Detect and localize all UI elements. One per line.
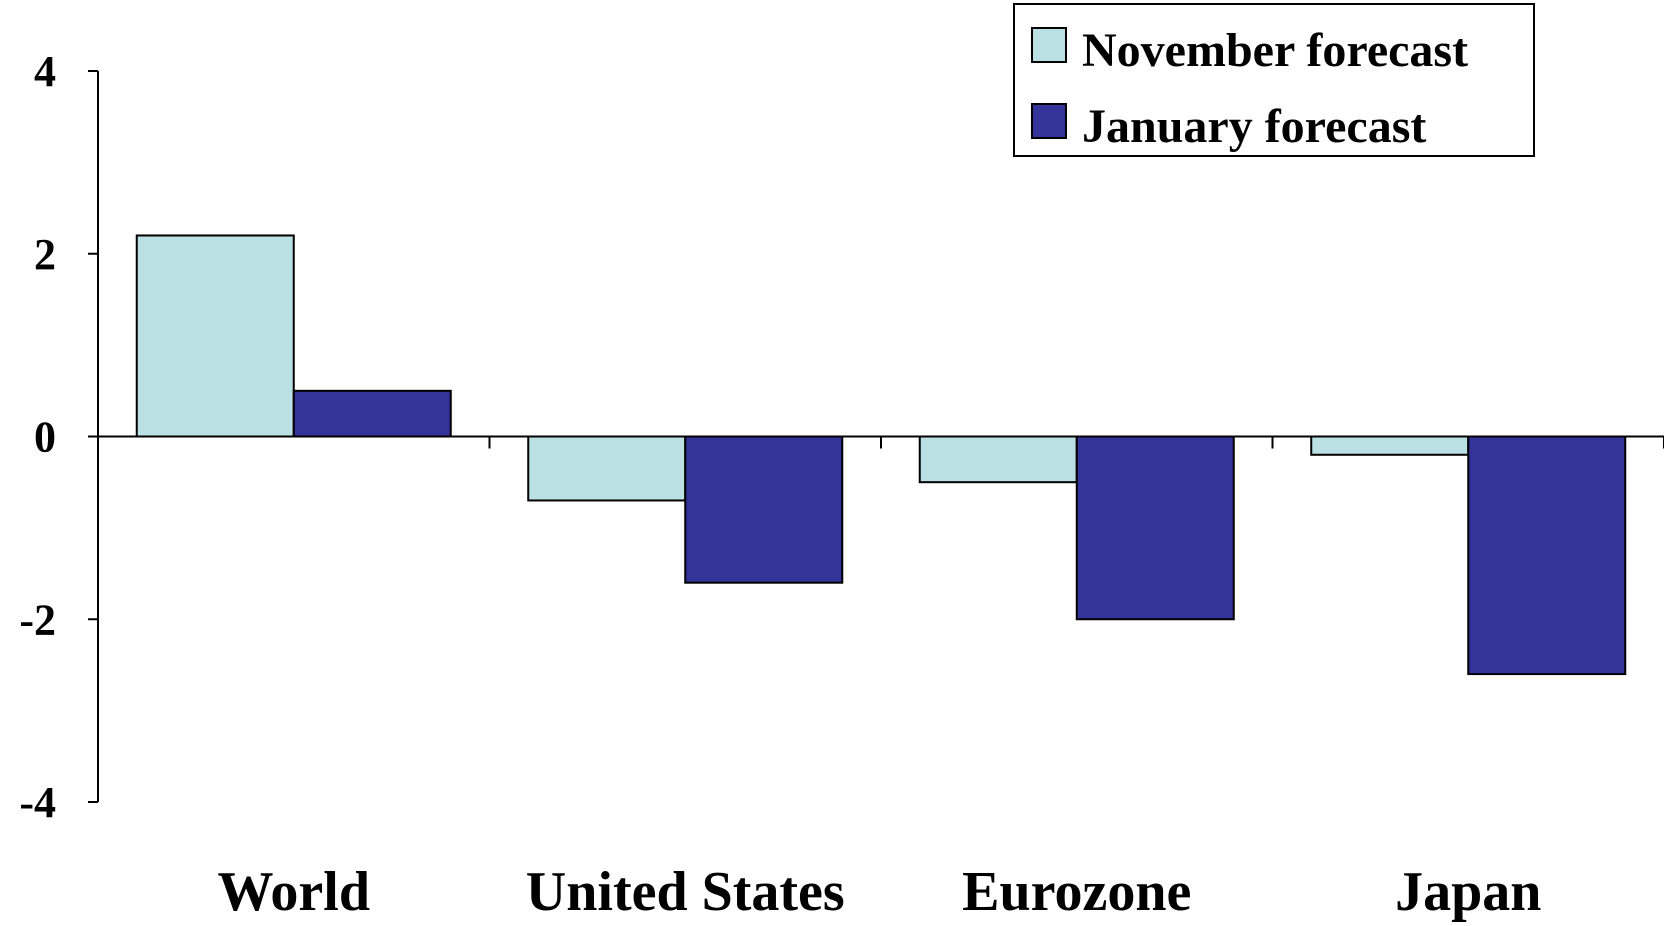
category-label: Japan	[1395, 861, 1541, 923]
bar-november-world	[135, 234, 295, 438]
legend-box	[1013, 3, 1535, 157]
y-tick-label: -2	[19, 595, 56, 644]
legend: November forecast January forecast	[1013, 3, 1535, 157]
y-tick-label: 2	[34, 230, 56, 279]
bar-november-united-states	[527, 435, 687, 502]
category-label: World	[218, 861, 370, 923]
category-labels-group: World United States Eurozone Japan	[218, 861, 1542, 923]
legend-label-january: January forecast	[1082, 100, 1426, 153]
legend-label-november: November forecast	[1082, 24, 1468, 77]
legend-swatch-november	[1031, 27, 1067, 63]
bar-january-united-states	[684, 435, 844, 584]
y-tick-label: -4	[19, 778, 56, 827]
y-ticks-group: 4 2 0 -2 -4	[19, 47, 98, 827]
category-label: United States	[526, 861, 845, 923]
bar-january-eurozone	[1075, 435, 1235, 621]
bar-january-world	[292, 389, 452, 438]
category-label: Eurozone	[962, 861, 1191, 923]
bars-group	[135, 234, 1627, 676]
y-tick-label: 4	[34, 47, 56, 96]
y-tick-label: 0	[34, 413, 56, 462]
bar-november-japan	[1310, 435, 1470, 456]
bar-january-japan	[1467, 435, 1627, 676]
x-ticks-group	[488, 436, 1664, 449]
bar-november-eurozone	[918, 435, 1078, 484]
legend-swatch-january	[1031, 103, 1067, 139]
